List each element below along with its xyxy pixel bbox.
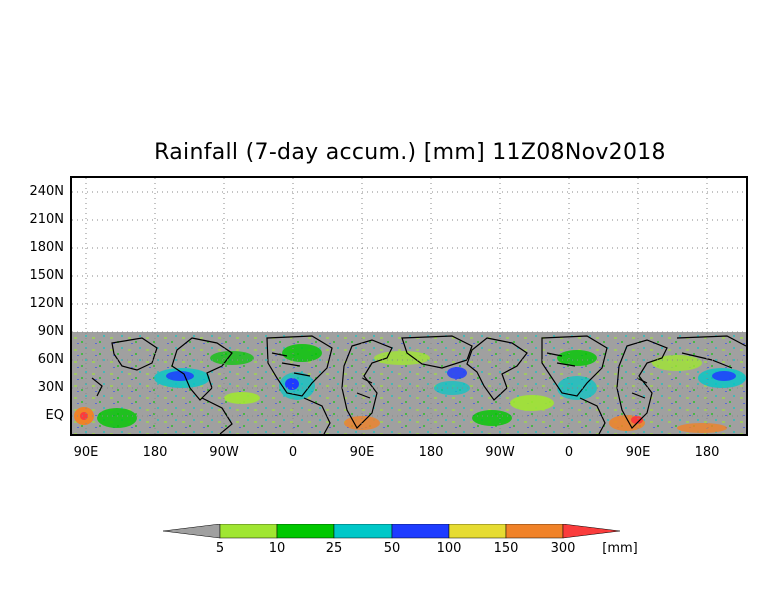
- lon-label-90e: 90E: [625, 445, 651, 460]
- colorbar-label-5: 5: [215, 541, 225, 556]
- colorbar: [163, 524, 621, 539]
- lat-label-120n: 120N: [29, 296, 64, 311]
- colorbar-segment-100-150: [448, 524, 507, 539]
- lon-label-90e: 90E: [349, 445, 375, 460]
- colorbar-segment-50-100: [391, 524, 450, 539]
- colorbar-label-150: 150: [493, 541, 519, 556]
- colorbar-segment-25-50: [333, 524, 393, 539]
- lat-label-90n: 90N: [37, 324, 64, 339]
- lon-label-90w: 90W: [485, 445, 515, 460]
- colorbar-unit: [mm]: [602, 541, 638, 556]
- colorbar-segment-10-25: [276, 524, 335, 539]
- colorbar-label-50: 50: [383, 541, 401, 556]
- lon-label-90e: 90E: [73, 445, 99, 460]
- colorbar-segment-150-300: [505, 524, 564, 539]
- lon-label-0: 0: [564, 445, 574, 460]
- lon-label-0: 0: [288, 445, 298, 460]
- lon-label-180: 180: [694, 445, 720, 460]
- lat-label-240n: 240N: [29, 184, 64, 199]
- lon-label-180: 180: [142, 445, 168, 460]
- colorbar-label-100: 100: [436, 541, 462, 556]
- colorbar-label-300: 300: [550, 541, 576, 556]
- lat-label-eq: EQ: [45, 408, 64, 423]
- lon-label-90w: 90W: [209, 445, 239, 460]
- lat-label-60n: 60N: [37, 352, 64, 367]
- colorbar-low-arrow: [163, 524, 221, 539]
- lat-label-30n: 30N: [37, 380, 64, 395]
- colorbar-segment-5-10: [219, 524, 278, 539]
- lat-label-180n: 180N: [29, 240, 64, 255]
- map-canvas: [72, 178, 746, 434]
- colorbar-high-arrow: [562, 524, 621, 539]
- map-title: Rainfall (7-day accum.) [mm] 11Z08Nov201…: [154, 140, 666, 165]
- lat-label-210n: 210N: [29, 212, 64, 227]
- lat-label-150n: 150N: [29, 268, 64, 283]
- colorbar-label-10: 10: [268, 541, 286, 556]
- rainfall-map: [70, 176, 748, 436]
- lon-label-180: 180: [418, 445, 444, 460]
- colorbar-label-25: 25: [325, 541, 343, 556]
